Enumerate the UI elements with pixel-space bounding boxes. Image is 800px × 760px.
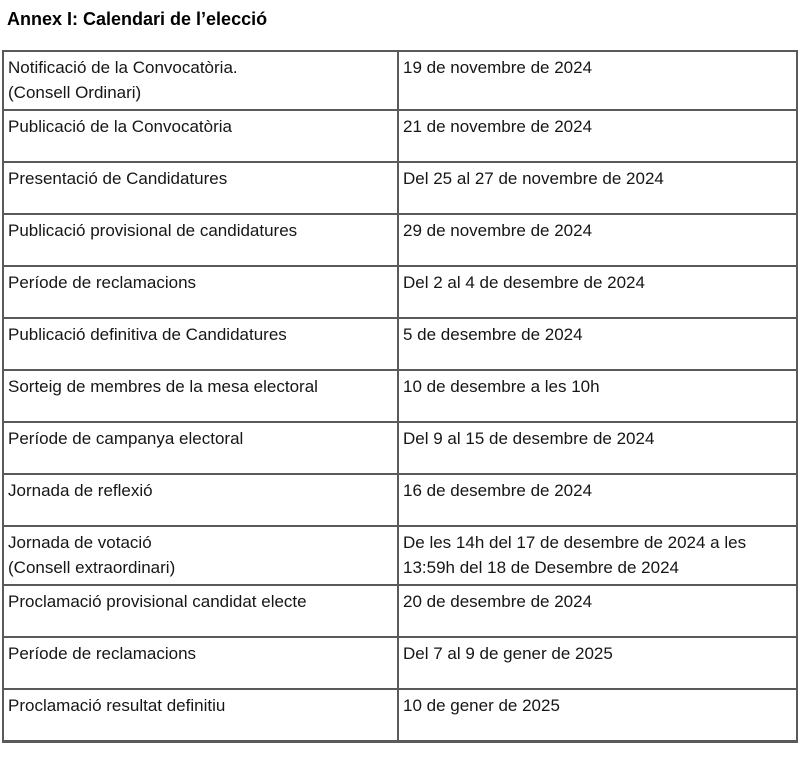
date-cell: 10 de desembre a les 10h: [397, 371, 796, 421]
table-row: Jornada de votació (Consell extraordinar…: [4, 527, 796, 586]
date-cell: 16 de desembre de 2024: [397, 475, 796, 525]
page-title: Annex I: Calendari de l’elecció: [7, 9, 268, 29]
event-cell: Jornada de votació (Consell extraordinar…: [8, 533, 176, 577]
date-cell: 10 de gener de 2025: [397, 690, 796, 740]
event-cell: Jornada de reflexió: [8, 481, 153, 500]
table-row: Publicació definitiva de Candidatures 5 …: [4, 319, 796, 371]
table-row: Presentació de Candidatures Del 25 al 27…: [4, 163, 796, 215]
event-cell: Publicació definitiva de Candidatures: [8, 325, 287, 344]
table-row: Període de reclamacions Del 7 al 9 de ge…: [4, 638, 796, 690]
event-cell: Sorteig de membres de la mesa electoral: [8, 377, 318, 396]
table-row: Publicació provisional de candidatures 2…: [4, 215, 796, 267]
event-cell: Notificació de la Convocatòria. (Consell…: [8, 58, 238, 102]
table-row: Jornada de reflexió 16 de desembre de 20…: [4, 475, 796, 527]
event-cell: Publicació provisional de candidatures: [8, 221, 298, 240]
event-cell: Període de campanya electoral: [8, 429, 244, 448]
table-row: Proclamació resultat definitiu 10 de gen…: [4, 690, 796, 740]
election-calendar-table: Notificació de la Convocatòria. (Consell…: [2, 50, 798, 743]
date-cell: Del 2 al 4 de desembre de 2024: [397, 267, 796, 317]
event-cell: Proclamació provisional candidat electe: [8, 592, 307, 611]
date-cell: 20 de desembre de 2024: [397, 586, 796, 636]
event-cell: Presentació de Candidatures: [8, 169, 228, 188]
date-cell: Del 25 al 27 de novembre de 2024: [397, 163, 796, 213]
event-cell: Període de reclamacions: [8, 644, 197, 663]
date-cell: De les 14h del 17 de desembre de 2024 a …: [397, 527, 796, 584]
date-cell: Del 9 al 15 de desembre de 2024: [397, 423, 796, 473]
table-row: Període de reclamacions Del 2 al 4 de de…: [4, 267, 796, 319]
table-row: Període de campanya electoral Del 9 al 1…: [4, 423, 796, 475]
event-cell: Període de reclamacions: [8, 273, 197, 292]
date-cell: 21 de novembre de 2024: [397, 111, 796, 161]
table-row: Notificació de la Convocatòria. (Consell…: [4, 52, 796, 111]
date-cell: 29 de novembre de 2024: [397, 215, 796, 265]
event-cell: Publicació de la Convocatòria: [8, 117, 232, 136]
table-row: Publicació de la Convocatòria 21 de nove…: [4, 111, 796, 163]
table-row: Proclamació provisional candidat electe …: [4, 586, 796, 638]
table-row: Sorteig de membres de la mesa electoral …: [4, 371, 796, 423]
event-cell: Proclamació resultat definitiu: [8, 696, 226, 715]
date-cell: 5 de desembre de 2024: [397, 319, 796, 369]
date-cell: 19 de novembre de 2024: [397, 52, 796, 109]
date-cell: Del 7 al 9 de gener de 2025: [397, 638, 796, 688]
